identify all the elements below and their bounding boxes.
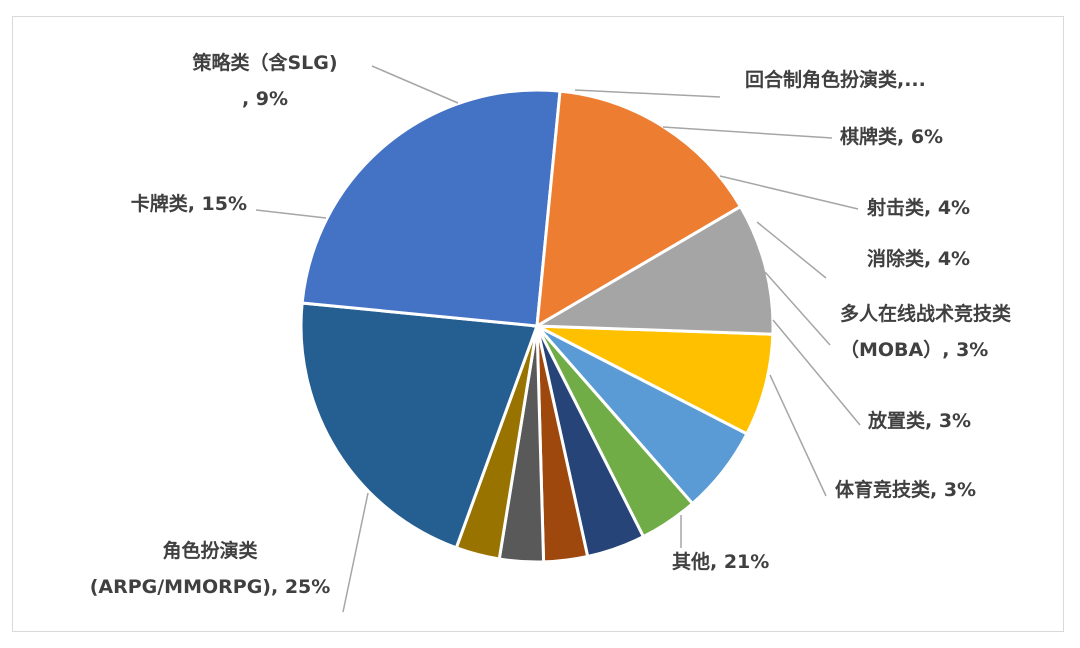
- slice-label-9-line-0: 卡牌类, 15%: [131, 192, 247, 215]
- slice-label-8-line-0: 角色扮演类: [162, 539, 257, 562]
- slice-label-6-line-0: 体育竞技类, 3%: [835, 478, 976, 501]
- slice-label-7-line-0: 其他, 21%: [672, 550, 769, 573]
- leader-line-1: [662, 126, 833, 139]
- slice-label-1-line-0: 棋牌类, 6%: [840, 125, 943, 148]
- leader-line-5: [772, 319, 861, 426]
- leader-line-0: [574, 89, 721, 98]
- leader-line-9: [255, 209, 327, 219]
- leader-line-6: [769, 374, 827, 497]
- leader-line-10: [371, 65, 459, 104]
- slice-label-5-line-0: 放置类, 3%: [867, 409, 971, 432]
- slice-labels: 回合制角色扮演类,... 棋牌类, 6% 射击类, 4% 消除类, 4% 多人在线战术竞…: [90, 51, 1011, 598]
- slice-label-4-line-0: 多人在线战术竞技类: [840, 302, 1011, 325]
- slice-label-2-line-0: 射击类, 4%: [866, 196, 970, 219]
- leader-line-8: [342, 492, 369, 613]
- pie-slice-7: [299, 301, 540, 550]
- leader-line-3: [756, 221, 827, 279]
- slice-label-0-line-0: 回合制角色扮演类,...: [745, 68, 926, 91]
- pie-slice-10: [531, 204, 775, 336]
- pie-slice-8: [300, 88, 562, 328]
- slice-label-4-line-1: （MOBA）, 3%: [840, 338, 988, 361]
- leader-line-2: [719, 175, 859, 210]
- slice-label-10-line-0: 策略类（含SLG): [192, 51, 337, 74]
- pie-slice-0: [536, 324, 775, 436]
- leader-lines: [255, 65, 861, 613]
- leader-line-4: [764, 271, 831, 346]
- slice-label-8-line-1: (ARPG/MMORPG), 25%: [90, 576, 331, 598]
- slice-label-3-line-0: 消除类, 4%: [867, 247, 970, 270]
- pie-slices: [299, 88, 775, 564]
- slice-label-10-line-1: , 9%: [242, 88, 288, 110]
